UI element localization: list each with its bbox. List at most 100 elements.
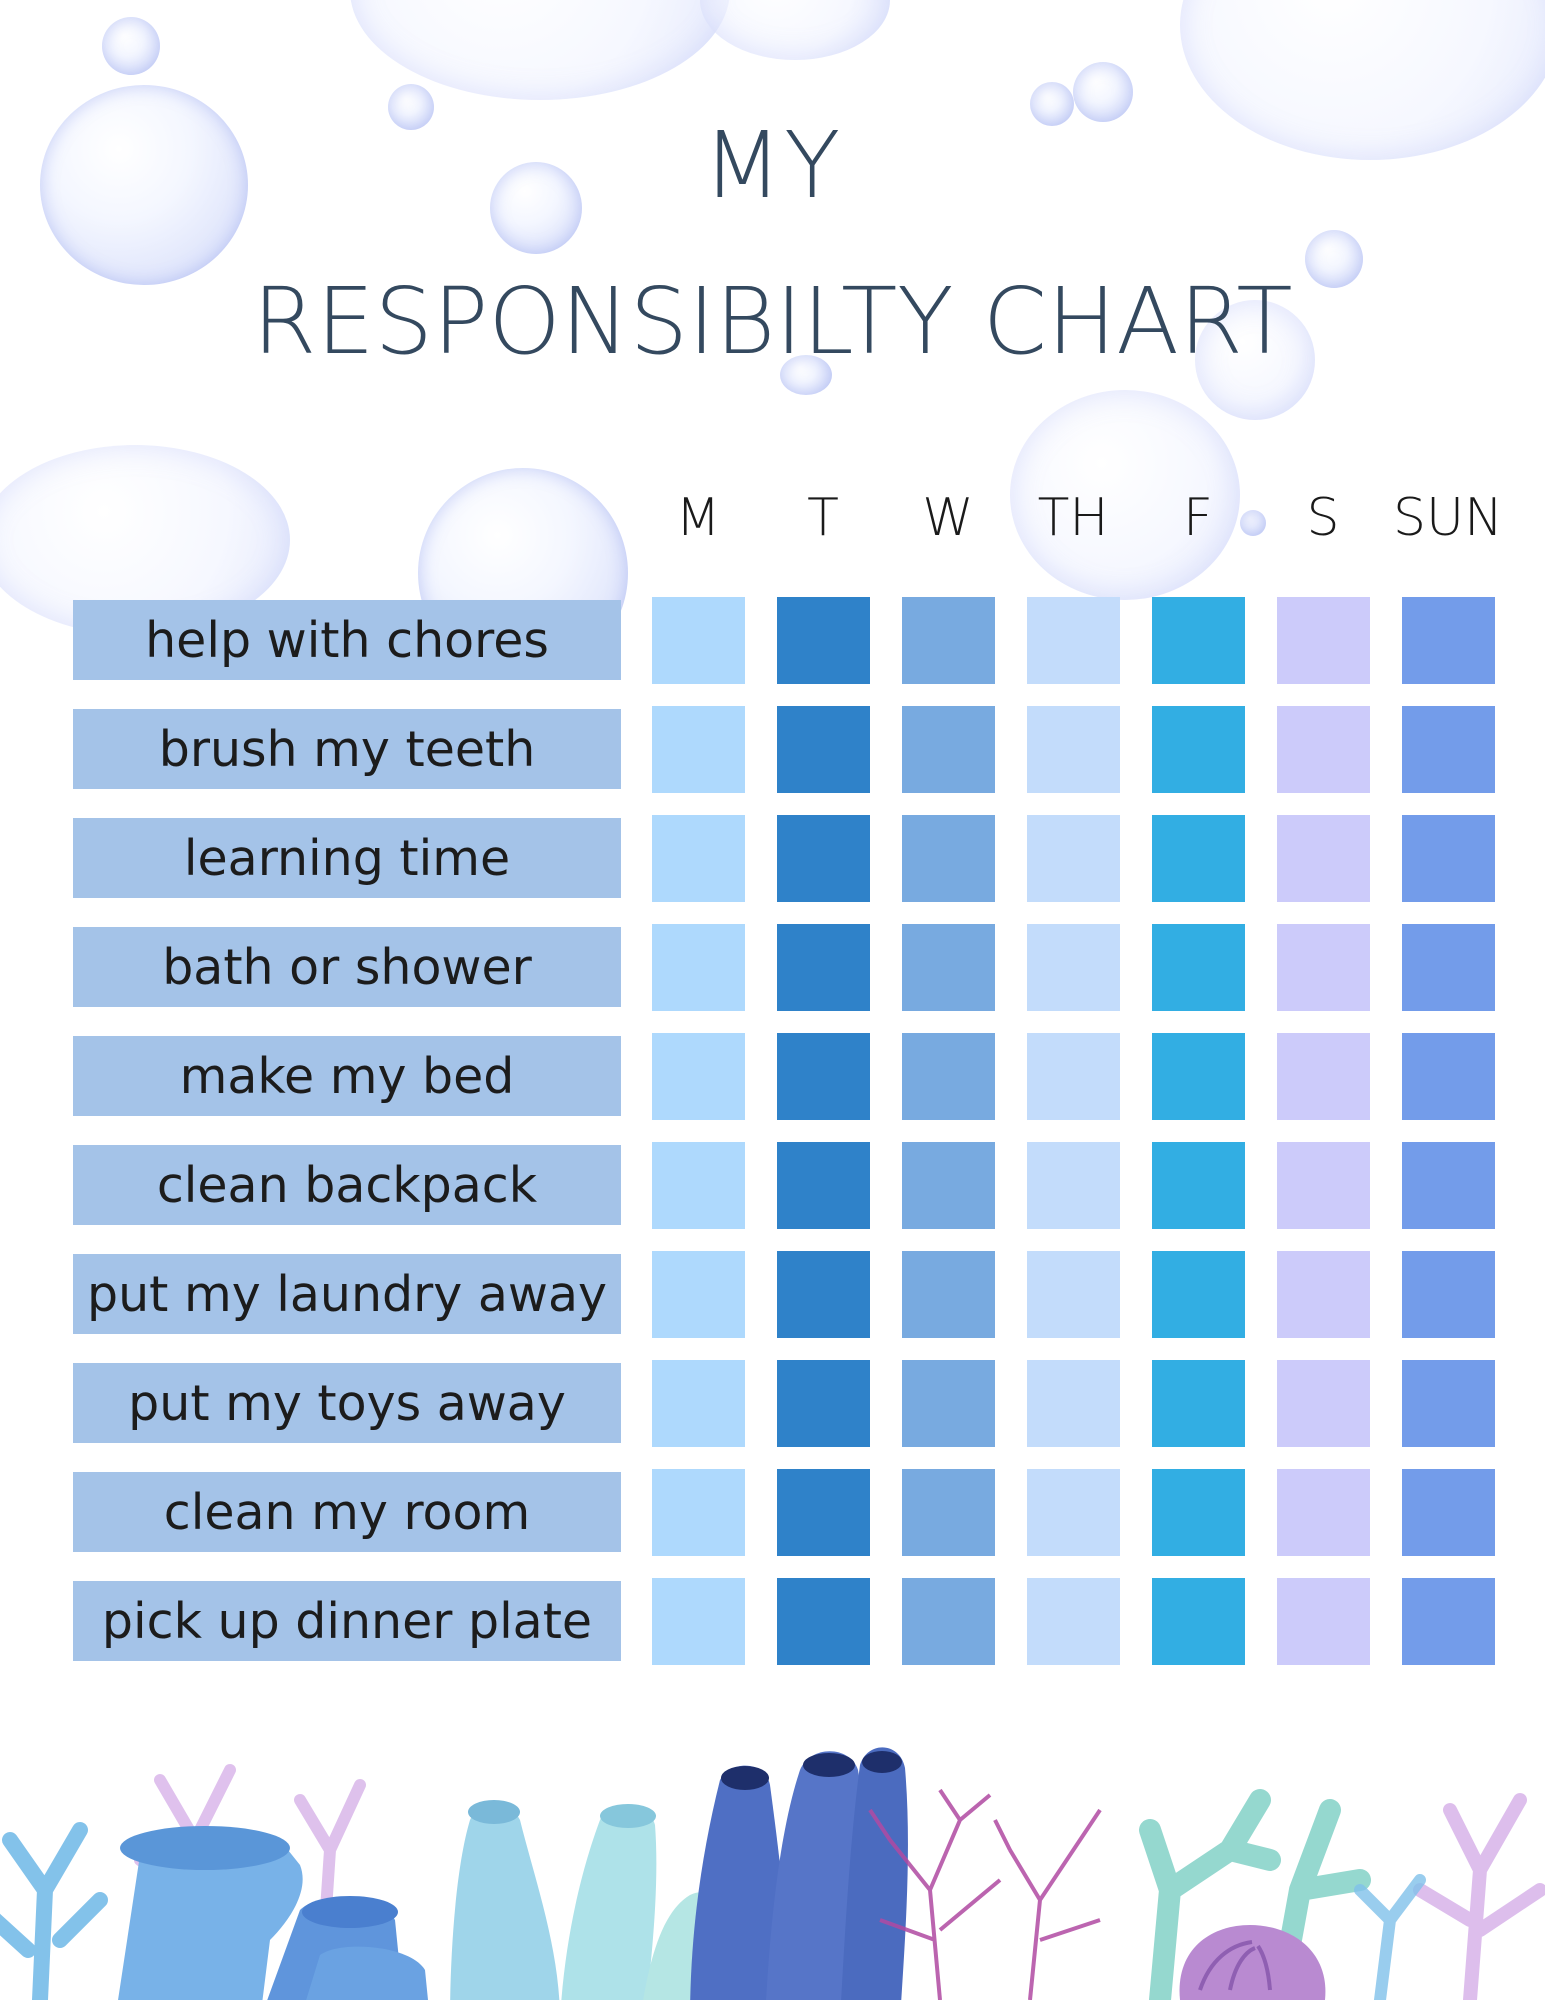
checkbox-f[interactable]: [1152, 597, 1245, 684]
day-header-m: M: [675, 488, 721, 548]
checkbox-sun[interactable]: [1402, 924, 1495, 1011]
task-label: put my toys away: [73, 1363, 621, 1443]
checkbox-w[interactable]: [902, 924, 995, 1011]
task-label: pick up dinner plate: [73, 1581, 621, 1661]
checkbox-m[interactable]: [652, 597, 745, 684]
checkbox-s[interactable]: [1277, 1360, 1370, 1447]
checkbox-t[interactable]: [777, 1578, 870, 1665]
checkbox-th[interactable]: [1027, 706, 1120, 793]
checkbox-t[interactable]: [777, 706, 870, 793]
checkbox-m[interactable]: [652, 706, 745, 793]
task-label: help with chores: [73, 600, 621, 680]
branch-coral-icon: [1354, 1874, 1426, 2000]
checkbox-f[interactable]: [1152, 815, 1245, 902]
checkbox-w[interactable]: [902, 1469, 995, 1556]
day-header-th: TH: [1037, 488, 1109, 548]
day-header-f: F: [1183, 488, 1213, 548]
checkbox-t[interactable]: [777, 815, 870, 902]
checkbox-f[interactable]: [1152, 1360, 1245, 1447]
checkbox-th[interactable]: [1027, 1142, 1120, 1229]
checkbox-th[interactable]: [1027, 815, 1120, 902]
checkbox-t[interactable]: [777, 1142, 870, 1229]
bubble-icon: [1073, 62, 1133, 122]
checkbox-t[interactable]: [777, 1360, 870, 1447]
checkbox-m[interactable]: [652, 1033, 745, 1120]
checkbox-sun[interactable]: [1402, 597, 1495, 684]
checkbox-th[interactable]: [1027, 1469, 1120, 1556]
checkbox-f[interactable]: [1152, 1251, 1245, 1338]
day-header-w: W: [922, 488, 974, 548]
checkbox-t[interactable]: [777, 1251, 870, 1338]
checkbox-w[interactable]: [902, 1142, 995, 1229]
checkbox-f[interactable]: [1152, 1033, 1245, 1120]
checkbox-sun[interactable]: [1402, 1360, 1495, 1447]
checkbox-m[interactable]: [652, 1469, 745, 1556]
tube-coral-icon: [450, 1800, 717, 2000]
checkbox-th[interactable]: [1027, 597, 1120, 684]
checkbox-sun[interactable]: [1402, 1033, 1495, 1120]
branch-coral-icon: [1139, 1789, 1371, 2000]
checkbox-w[interactable]: [902, 1251, 995, 1338]
checkbox-sun[interactable]: [1402, 1142, 1495, 1229]
task-label: brush my teeth: [73, 709, 621, 789]
checkbox-s[interactable]: [1277, 1469, 1370, 1556]
bubble-icon: [490, 162, 582, 254]
checkbox-th[interactable]: [1027, 924, 1120, 1011]
page-title-line2: RESPONSIBILTY CHART: [252, 268, 1293, 375]
checkbox-sun[interactable]: [1402, 815, 1495, 902]
branch-coral-icon: [1413, 1793, 1545, 2000]
checkbox-s[interactable]: [1277, 597, 1370, 684]
checkbox-s[interactable]: [1277, 1578, 1370, 1665]
bubble-icon: [102, 17, 160, 75]
day-header-s: S: [1306, 488, 1340, 548]
coral-reef-decoration: [0, 1747, 1545, 2000]
checkbox-f[interactable]: [1152, 1469, 1245, 1556]
checkbox-m[interactable]: [652, 1142, 745, 1229]
task-label: clean backpack: [73, 1145, 621, 1225]
checkbox-th[interactable]: [1027, 1578, 1120, 1665]
checkbox-w[interactable]: [902, 706, 995, 793]
checkbox-sun[interactable]: [1402, 1469, 1495, 1556]
checkbox-s[interactable]: [1277, 924, 1370, 1011]
checkbox-f[interactable]: [1152, 1142, 1245, 1229]
checkbox-th[interactable]: [1027, 1251, 1120, 1338]
checkbox-s[interactable]: [1277, 1033, 1370, 1120]
checkbox-m[interactable]: [652, 924, 745, 1011]
checkbox-w[interactable]: [902, 597, 995, 684]
task-label: bath or shower: [73, 927, 621, 1007]
checkbox-s[interactable]: [1277, 815, 1370, 902]
checkbox-sun[interactable]: [1402, 1251, 1495, 1338]
bubble-icon: [700, 0, 890, 60]
checkbox-th[interactable]: [1027, 1033, 1120, 1120]
task-label: make my bed: [73, 1036, 621, 1116]
checkbox-t[interactable]: [777, 597, 870, 684]
checkbox-s[interactable]: [1277, 1251, 1370, 1338]
checkbox-sun[interactable]: [1402, 706, 1495, 793]
checkbox-s[interactable]: [1277, 1142, 1370, 1229]
checkbox-t[interactable]: [777, 1469, 870, 1556]
bubble-icon: [780, 355, 832, 395]
checkbox-w[interactable]: [902, 815, 995, 902]
checkbox-m[interactable]: [652, 1360, 745, 1447]
checkbox-w[interactable]: [902, 1578, 995, 1665]
task-label: learning time: [73, 818, 621, 898]
checkbox-th[interactable]: [1027, 1360, 1120, 1447]
checkbox-t[interactable]: [777, 1033, 870, 1120]
checkbox-sun[interactable]: [1402, 1578, 1495, 1665]
checkbox-m[interactable]: [652, 1251, 745, 1338]
checkbox-w[interactable]: [902, 1033, 995, 1120]
page-title-line1: MY: [702, 112, 843, 219]
checkbox-w[interactable]: [902, 1360, 995, 1447]
bubble-icon: [1030, 82, 1074, 126]
checkbox-m[interactable]: [652, 1578, 745, 1665]
checkbox-m[interactable]: [652, 815, 745, 902]
branch-coral-icon: [0, 1822, 108, 2000]
checkbox-s[interactable]: [1277, 706, 1370, 793]
checkbox-f[interactable]: [1152, 924, 1245, 1011]
checkbox-t[interactable]: [777, 924, 870, 1011]
checkbox-f[interactable]: [1152, 706, 1245, 793]
shell-icon: [1179, 1925, 1326, 2000]
checkbox-f[interactable]: [1152, 1578, 1245, 1665]
bubble-icon: [1195, 300, 1315, 420]
bubble-icon: [40, 85, 248, 285]
